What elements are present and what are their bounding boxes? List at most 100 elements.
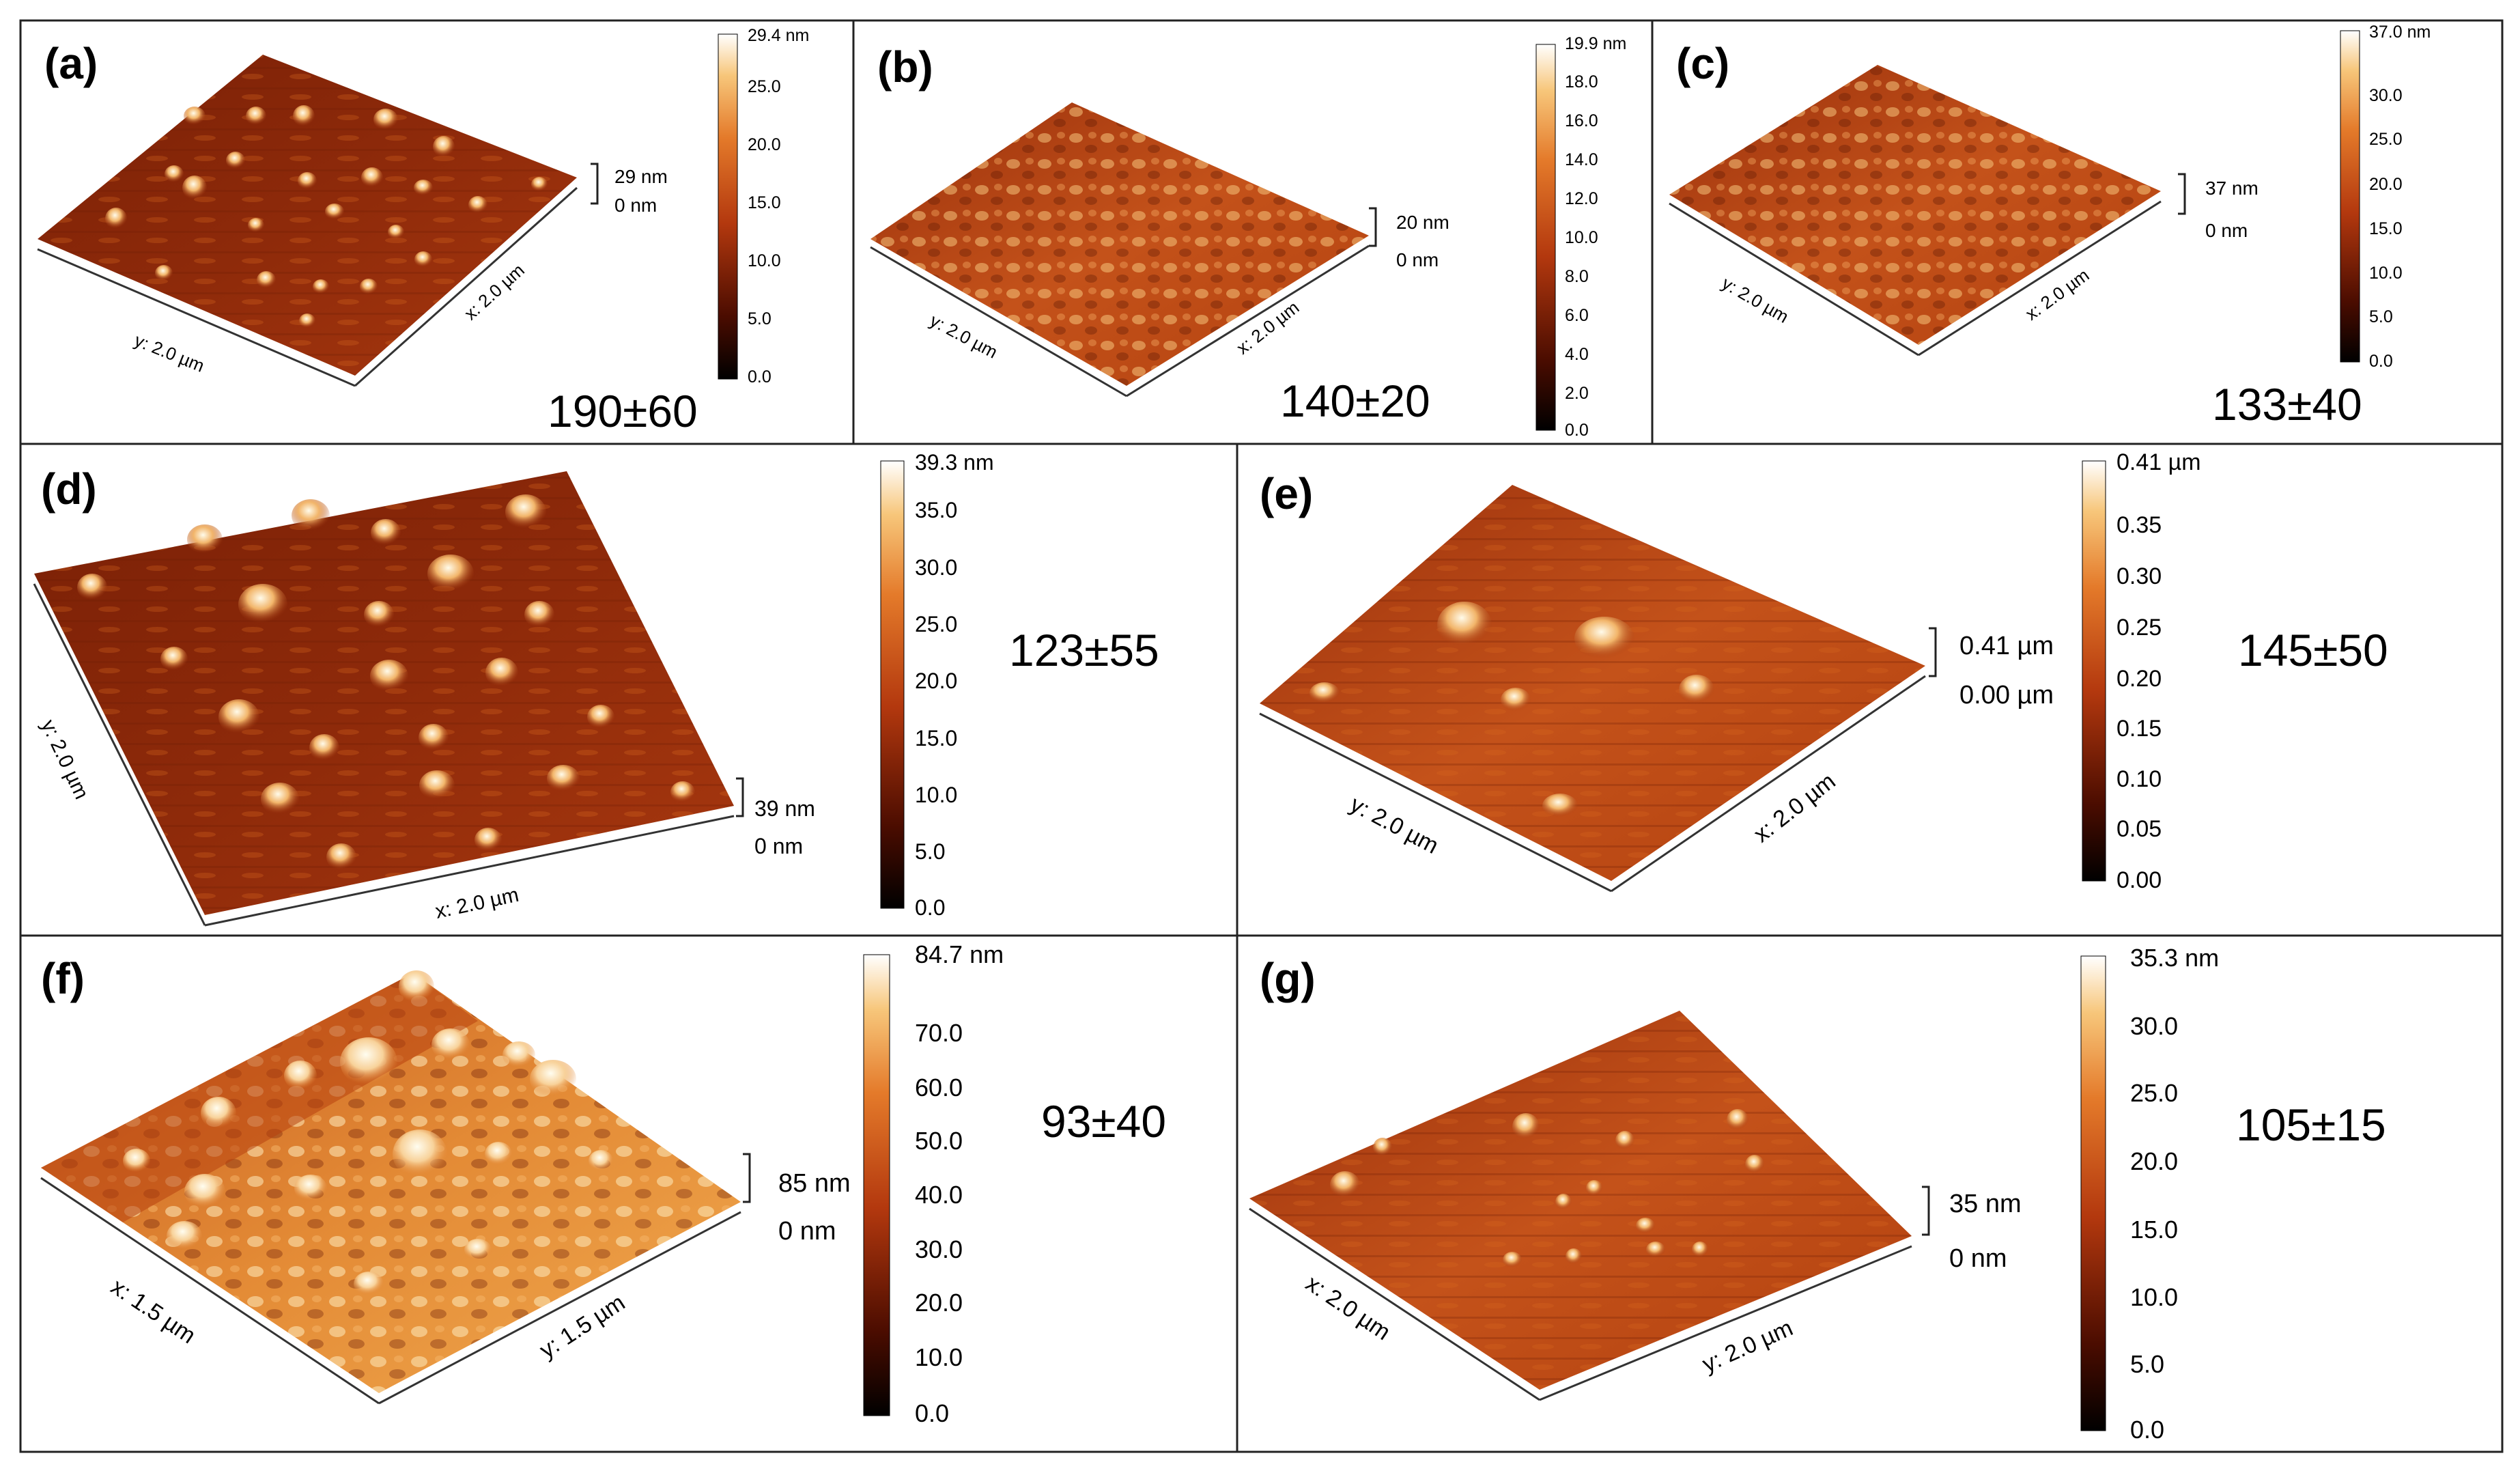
height-scale-bottom: 0 nm: [614, 195, 657, 216]
svg-text:84.7 nm: 84.7 nm: [915, 940, 1004, 968]
height-scale-bottom: 0 nm: [778, 1217, 836, 1246]
svg-text:2.0: 2.0: [1565, 384, 1589, 403]
svg-text:5.0: 5.0: [2369, 307, 2393, 326]
svg-text:0.0: 0.0: [915, 1399, 949, 1427]
panel-a: (a) y: [37, 26, 809, 436]
svg-text:20.0: 20.0: [2130, 1147, 2178, 1175]
height-scale-top: 37 nm: [2205, 178, 2259, 199]
svg-text:0.00: 0.00: [2116, 867, 2162, 893]
svg-text:0.0: 0.0: [915, 895, 945, 920]
panel-label: (e): [1260, 469, 1313, 518]
afm-surface-texture: [1260, 485, 1925, 881]
svg-text:20.0: 20.0: [748, 135, 781, 154]
y-axis-label: y: 2.0 µm: [1718, 272, 1792, 327]
svg-text:70.0: 70.0: [915, 1019, 963, 1047]
svg-text:18.0: 18.0: [1565, 72, 1598, 92]
svg-text:30.0: 30.0: [915, 1235, 963, 1263]
svg-text:50.0: 50.0: [915, 1127, 963, 1155]
svg-text:15.0: 15.0: [2130, 1216, 2178, 1244]
size-value: 140±20: [1280, 376, 1430, 426]
colorbar: [863, 954, 890, 1416]
colorbar: [2082, 460, 2106, 882]
height-scale-bottom: 0.00 µm: [1959, 681, 2054, 710]
size-value: 105±15: [2236, 1099, 2386, 1150]
height-scale-bottom: 0 nm: [1949, 1244, 2007, 1273]
height-scale-top: 35 nm: [1949, 1190, 2022, 1218]
svg-text:0.0: 0.0: [1565, 421, 1589, 440]
panel-label: (b): [877, 42, 933, 92]
svg-text:25.0: 25.0: [2130, 1079, 2178, 1107]
panel-label: (a): [44, 39, 98, 88]
colorbar-ticks: 39.3 nm 35.0 30.0 25.0 20.0 15.0 10.0 5.…: [915, 450, 994, 920]
svg-text:0.0: 0.0: [748, 367, 771, 387]
surface-peaks: [1330, 1109, 1764, 1268]
y-axis-label: y: 2.0 µm: [132, 330, 208, 376]
svg-text:0.30: 0.30: [2116, 563, 2162, 589]
y-axis-label: y: 2.0 µm: [1346, 791, 1443, 860]
colorbar: [2340, 30, 2360, 363]
svg-text:20.0: 20.0: [915, 1289, 963, 1317]
size-value: 190±60: [548, 386, 698, 436]
x-axis-label: x: 2.0 µm: [434, 884, 521, 923]
svg-text:10.0: 10.0: [2369, 264, 2403, 283]
height-scale-top: 20 nm: [1396, 212, 1449, 233]
svg-text:15.0: 15.0: [2369, 219, 2403, 238]
panel-grid: [19, 19, 2504, 1453]
panel-label: (g): [1260, 954, 1316, 1003]
x-axis-label: x: 2.0 µm: [1749, 768, 1841, 847]
surface-peaks: [123, 970, 613, 1296]
svg-text:4.0: 4.0: [1565, 345, 1589, 364]
svg-text:40.0: 40.0: [915, 1181, 963, 1209]
size-value: 93±40: [1041, 1096, 1166, 1147]
afm-surface-texture: [1669, 65, 2161, 345]
svg-text:35.0: 35.0: [915, 498, 957, 522]
size-value: 133±40: [2212, 379, 2362, 430]
svg-text:0.35: 0.35: [2116, 512, 2162, 538]
panel-b: (b) y: 2.0 µm x: 2.0 µm 20 nm 0 nm 19.9 …: [870, 34, 1626, 440]
height-scale-bottom: 0 nm: [754, 834, 803, 858]
panel-label: (c): [1676, 39, 1729, 88]
svg-text:0.15: 0.15: [2116, 716, 2162, 742]
afm-surface-texture: [38, 55, 577, 376]
afm-surface-texture: [1249, 1011, 1912, 1390]
x-axis-label: x: 2.0 µm: [2022, 264, 2093, 324]
svg-text:25.0: 25.0: [915, 612, 957, 636]
svg-text:0.05: 0.05: [2116, 816, 2162, 842]
svg-text:39.3 nm: 39.3 nm: [915, 450, 994, 475]
colorbar-ticks: 37.0 nm 30.0 25.0 20.0 15.0 10.0 5.0 0.0: [2369, 23, 2431, 371]
surface-peaks: [1309, 602, 1714, 818]
panel-f: (f) x: 1.5 µm y: 1.5 µm 85 nm 0: [40, 940, 1166, 1427]
svg-text:5.0: 5.0: [2130, 1350, 2164, 1378]
svg-text:0.20: 0.20: [2116, 666, 2162, 692]
svg-text:5.0: 5.0: [915, 839, 945, 864]
svg-text:5.0: 5.0: [748, 309, 771, 328]
svg-text:10.0: 10.0: [1565, 228, 1598, 247]
svg-text:0.0: 0.0: [2130, 1416, 2164, 1444]
size-value: 145±50: [2238, 625, 2388, 675]
colorbar-ticks: 84.7 nm 70.0 60.0 50.0 40.0 30.0 20.0 10…: [915, 940, 1004, 1427]
svg-text:0.41 µm: 0.41 µm: [2116, 449, 2201, 475]
colorbar-ticks: 19.9 nm 18.0 16.0 14.0 12.0 10.0 8.0 6.0…: [1565, 34, 1626, 440]
panel-label: (d): [41, 464, 97, 514]
svg-text:35.3 nm: 35.3 nm: [2130, 944, 2219, 972]
size-value: 123±55: [1009, 625, 1159, 675]
svg-text:20.0: 20.0: [915, 669, 957, 693]
colorbar: [2080, 955, 2106, 1431]
surface-peaks: [105, 105, 548, 328]
height-scale-bottom: 0 nm: [2205, 220, 2248, 241]
afm-surface-texture: [34, 471, 734, 915]
svg-text:0.25: 0.25: [2116, 615, 2162, 641]
colorbar-ticks: 35.3 nm 30.0 25.0 20.0 15.0 10.0 5.0 0.0: [2130, 944, 2219, 1444]
svg-text:19.9 nm: 19.9 nm: [1565, 34, 1626, 53]
afm-surface-texture: [870, 102, 1369, 386]
svg-text:16.0: 16.0: [1565, 111, 1598, 130]
colorbar: [718, 33, 738, 380]
svg-text:25.0: 25.0: [748, 77, 781, 96]
surface-peaks: [77, 494, 695, 871]
svg-text:15.0: 15.0: [748, 193, 781, 212]
colorbar-ticks: 29.4 nm 25.0 20.0 15.0 10.0 5.0 0.0: [748, 26, 809, 387]
colorbar: [880, 460, 905, 909]
panel-d: (d) y: 2.0 µ: [33, 450, 1159, 927]
panel-label: (f): [41, 954, 85, 1003]
